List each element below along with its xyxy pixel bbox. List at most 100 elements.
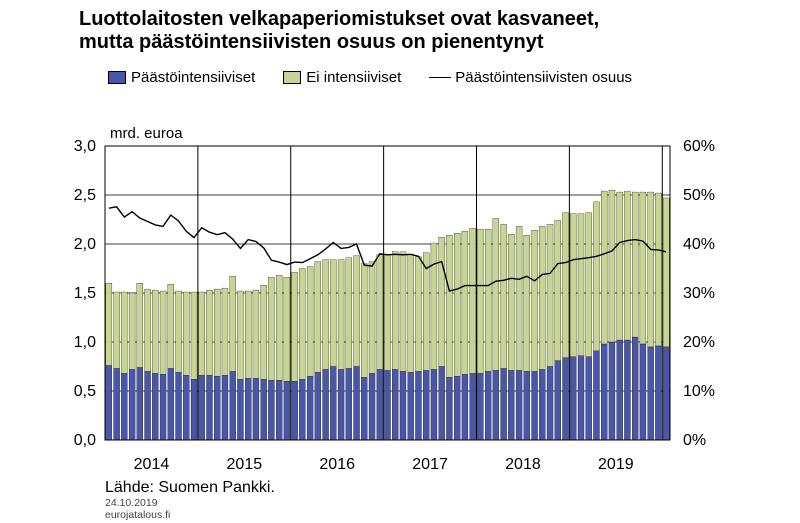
bar-non-intensive: [484, 229, 492, 372]
bar-intensive: [577, 355, 585, 441]
y-left-tick-label: 2,0: [74, 236, 96, 253]
bar-non-intensive: [183, 291, 190, 376]
bar-intensive: [221, 375, 229, 441]
bar-intensive: [546, 366, 554, 441]
bar-intensive: [477, 373, 484, 441]
bar-non-intensive: [508, 234, 515, 371]
bar-intensive: [585, 356, 592, 441]
bar-non-intensive: [283, 277, 291, 382]
y-right-tick-label: 60%: [683, 138, 715, 155]
bar-non-intensive: [655, 192, 662, 347]
bar-non-intensive: [345, 257, 352, 369]
bar-intensive: [353, 366, 360, 441]
y-left-tick-label: 0,0: [74, 432, 96, 449]
bar-intensive: [632, 336, 639, 441]
bar-non-intensive: [639, 191, 647, 345]
y-left-tick-label: 1,0: [74, 334, 96, 351]
bar-non-intensive: [515, 226, 523, 371]
bar-non-intensive: [291, 272, 298, 382]
legend-item-share: Päästöintensiivisten osuus: [429, 69, 632, 86]
bar-intensive: [392, 369, 399, 441]
bar-intensive: [306, 376, 314, 441]
y-left-tick-label: 0,5: [74, 383, 96, 400]
bar-non-intensive: [314, 261, 322, 373]
bar-intensive: [183, 375, 190, 441]
bar-intensive: [515, 370, 523, 441]
bar-non-intensive: [539, 226, 546, 370]
bar-non-intensive: [306, 266, 314, 377]
bar-intensive: [368, 373, 376, 441]
bar-non-intensive: [237, 290, 244, 380]
bar-intensive: [562, 357, 569, 441]
bar-intensive: [554, 360, 561, 441]
bar-non-intensive: [477, 229, 484, 374]
legend: Päästöintensiiviset Ei intensiiviset Pää…: [108, 68, 660, 86]
legend-swatch-non-intensive: [283, 70, 302, 84]
bar-intensive: [245, 378, 252, 441]
bar-non-intensive: [198, 291, 205, 376]
bar-intensive: [407, 372, 414, 441]
bar-intensive: [461, 374, 469, 441]
chart-title-line1: Luottolaitosten velkapaperiomistukset ov…: [79, 8, 600, 30]
bar-intensive: [314, 372, 322, 441]
bar-intensive: [415, 371, 422, 441]
bar-intensive: [198, 375, 205, 441]
bar-non-intensive: [175, 290, 182, 373]
bar-non-intensive: [647, 191, 654, 348]
x-tick-label: 2018: [505, 456, 541, 473]
y-right-tick-label: 0%: [683, 432, 706, 449]
bar-non-intensive: [206, 289, 213, 376]
y-left-tick-label: 1,5: [74, 285, 96, 302]
bar-non-intensive: [562, 212, 569, 358]
y-left-tick-label: 3,0: [74, 138, 96, 155]
bar-intensive: [237, 379, 244, 441]
bar-intensive: [260, 379, 267, 441]
bar-non-intensive: [399, 251, 407, 372]
bar-non-intensive: [322, 259, 329, 370]
bar-non-intensive: [245, 290, 252, 379]
bar-non-intensive: [461, 231, 469, 375]
y-right-tick-label: 40%: [683, 236, 715, 253]
bar-intensive: [136, 367, 143, 441]
bar-non-intensive: [376, 254, 383, 370]
bar-non-intensive: [260, 285, 267, 380]
y-left-tick-label: 2,5: [74, 187, 96, 204]
bar-intensive: [492, 370, 500, 441]
bar-intensive: [570, 356, 577, 441]
bar-non-intensive: [128, 292, 136, 370]
bar-non-intensive: [608, 189, 616, 343]
bar-non-intensive: [159, 290, 167, 375]
chart-title: Luottolaitosten velkapaperiomistukset ov…: [79, 8, 779, 54]
plot-frame: [104, 145, 671, 441]
bar-intensive: [275, 380, 283, 441]
bar-intensive: [453, 376, 461, 441]
bar-intensive: [399, 371, 407, 441]
bar-non-intensive: [492, 218, 500, 371]
bar-non-intensive: [384, 254, 391, 371]
bar-intensive: [593, 350, 600, 441]
bar-intensive: [601, 343, 608, 441]
share-line: [108, 206, 667, 292]
bar-non-intensive: [469, 228, 476, 374]
bar-intensive: [144, 371, 151, 441]
bar-intensive: [283, 381, 291, 441]
x-tick-label: 2019: [598, 456, 634, 473]
bar-non-intensive: [601, 190, 608, 345]
bar-non-intensive: [585, 212, 592, 357]
bar-intensive: [662, 346, 670, 441]
x-tick-label: 2016: [319, 456, 355, 473]
bar-non-intensive: [423, 252, 430, 371]
bar-intensive: [121, 373, 128, 441]
bar-non-intensive: [368, 261, 376, 374]
legend-swatch-share: [429, 76, 452, 78]
bar-intensive: [469, 373, 476, 441]
bar-non-intensive: [214, 288, 221, 377]
bar-intensive: [647, 346, 654, 441]
bar-non-intensive: [353, 255, 360, 367]
bar-non-intensive: [616, 191, 623, 341]
bar-non-intensive: [392, 251, 399, 370]
legend-item-intensive: Päästöintensiiviset: [108, 69, 255, 86]
bar-intensive: [113, 368, 120, 441]
bar-intensive: [361, 377, 368, 441]
